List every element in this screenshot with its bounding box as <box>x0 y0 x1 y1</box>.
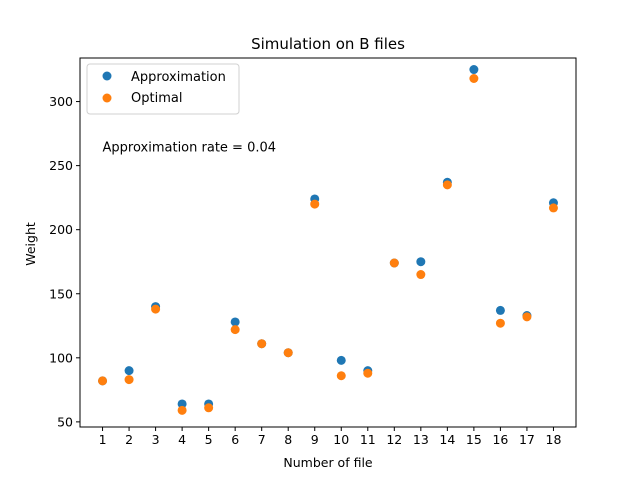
data-point-approximation <box>124 366 134 376</box>
legend-label-approximation: Approximation <box>131 70 226 85</box>
x-tick-label: 7 <box>258 432 266 447</box>
legend-marker-optimal <box>102 93 112 103</box>
y-axis-label: Weight <box>23 222 38 266</box>
y-tick-label: 50 <box>57 414 73 429</box>
x-tick-label: 9 <box>311 432 319 447</box>
x-tick-label: 3 <box>152 432 160 447</box>
x-tick-label: 6 <box>231 432 239 447</box>
x-tick-label: 18 <box>546 432 562 447</box>
data-point-optimal <box>204 403 214 413</box>
data-point-optimal <box>495 318 505 328</box>
x-tick-label: 1 <box>99 432 107 447</box>
approximation-rate-annotation: Approximation rate = 0.04 <box>103 141 277 156</box>
plot-frame <box>79 57 577 428</box>
data-point-approximation <box>495 305 505 315</box>
x-tick-label: 14 <box>439 432 455 447</box>
legend: Approximation Optimal <box>86 63 240 115</box>
data-point-optimal <box>363 368 373 378</box>
data-point-optimal <box>230 325 240 335</box>
x-tick-label: 8 <box>284 432 292 447</box>
y-tick-label: 150 <box>49 286 73 301</box>
data-point-optimal <box>548 203 558 213</box>
data-point-optimal <box>177 405 187 415</box>
data-point-optimal <box>336 371 346 381</box>
x-axis-label: Number of file <box>283 455 373 470</box>
x-tick-label: 16 <box>492 432 508 447</box>
x-tick-label: 13 <box>413 432 429 447</box>
x-tick-label: 5 <box>205 432 213 447</box>
y-tick-label: 200 <box>49 222 73 237</box>
x-tick-label: 2 <box>125 432 133 447</box>
data-point-optimal <box>124 375 134 385</box>
x-tick-label: 10 <box>333 432 349 447</box>
y-tick-label: 300 <box>49 94 73 109</box>
x-tick-label: 17 <box>519 432 535 447</box>
data-point-approximation <box>336 355 346 365</box>
data-point-optimal <box>389 258 399 268</box>
legend-marker-approximation <box>102 71 112 81</box>
x-tick-label: 12 <box>386 432 402 447</box>
legend-label-optimal: Optimal <box>131 91 182 106</box>
y-tick-label: 250 <box>49 158 73 173</box>
x-tick-label: 15 <box>466 432 482 447</box>
data-point-approximation <box>177 399 187 409</box>
plot-area: 1 2 3 4 5 6 7 8 9 10 11 12 13 14 15 16 17 185010015020025… <box>49 57 577 447</box>
data-point-optimal <box>283 348 293 358</box>
chart-title: Simulation on B files <box>251 35 405 53</box>
x-tick-label: 4 <box>178 432 186 447</box>
x-tick-label: 11 <box>360 432 376 447</box>
data-point-approximation <box>230 317 240 327</box>
data-point-optimal <box>522 312 532 322</box>
data-point-optimal <box>98 376 108 386</box>
data-point-optimal <box>416 270 426 280</box>
data-point-optimal <box>442 180 452 190</box>
data-point-approximation <box>469 65 479 75</box>
data-point-optimal <box>469 74 479 83</box>
y-tick-label: 100 <box>49 350 73 365</box>
data-point-optimal <box>310 199 320 209</box>
data-point-approximation <box>416 257 426 267</box>
data-point-optimal <box>151 304 161 314</box>
legend-box <box>86 63 240 115</box>
data-point-optimal <box>257 339 267 349</box>
